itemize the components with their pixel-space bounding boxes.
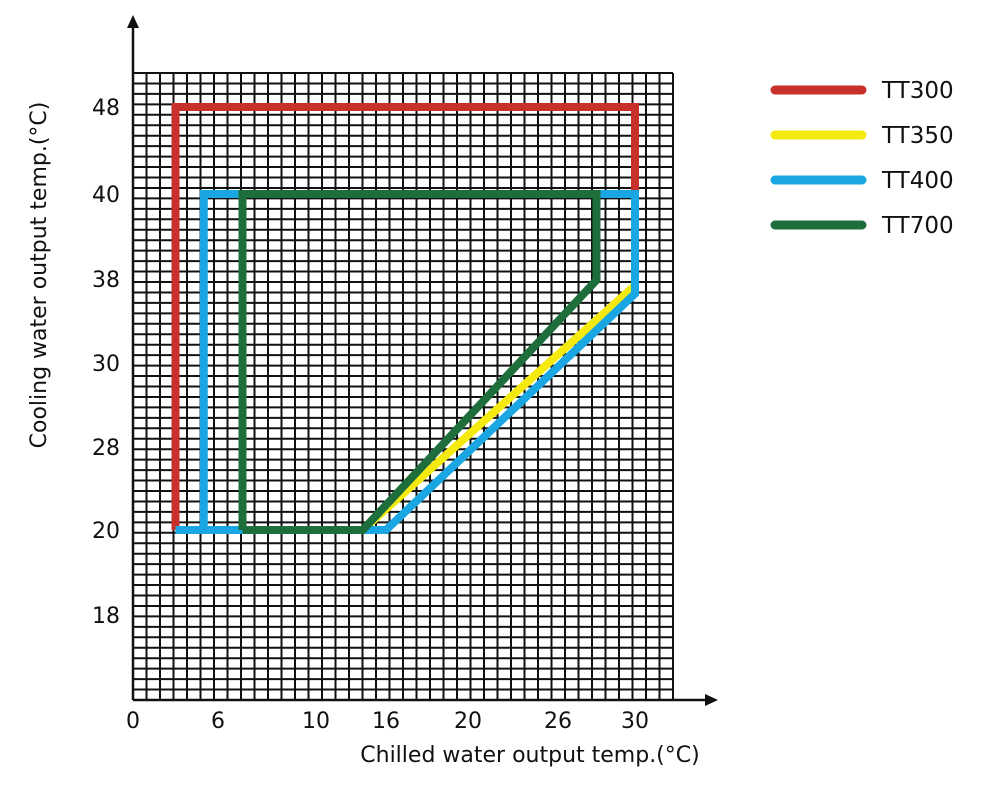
chart-axes <box>127 15 718 706</box>
y-axis-title: Cooling water output temp.(°C) <box>27 102 52 449</box>
y-tick-label: 38 <box>92 268 120 293</box>
chart-legend: TT300 TT350 TT400 TT700 <box>770 78 954 239</box>
y-tick-label: 30 <box>92 352 120 377</box>
x-tick-label: 0 <box>126 709 140 734</box>
legend-label-tt300: TT300 <box>881 78 954 104</box>
legend-label-tt400: TT400 <box>881 168 954 194</box>
chart-ticks: 0 6 10 16 20 26 30 18 20 28 30 38 40 48 <box>92 96 649 734</box>
y-tick-label: 20 <box>92 519 120 544</box>
x-tick-label: 6 <box>211 709 225 734</box>
series-line-tt350 <box>360 282 638 533</box>
chart-grid <box>132 72 674 701</box>
x-tick-label: 26 <box>544 709 572 734</box>
y-tick-label: 18 <box>92 604 120 629</box>
x-axis-arrow <box>705 694 718 706</box>
y-axis-arrow <box>127 15 139 28</box>
series-line-tt300 <box>171 103 639 530</box>
x-tick-label: 16 <box>372 709 400 734</box>
x-tick-label: 20 <box>454 709 482 734</box>
x-axis-title: Chilled water output temp.(°C) <box>360 743 699 768</box>
x-tick-label: 30 <box>621 709 649 734</box>
legend-label-tt350: TT350 <box>881 123 954 149</box>
y-tick-label: 48 <box>92 96 120 121</box>
legend-label-tt700: TT700 <box>881 213 954 239</box>
series-line-tt700 <box>238 190 601 534</box>
chart-series <box>171 103 639 534</box>
y-tick-label: 28 <box>92 436 120 461</box>
x-tick-label: 10 <box>302 709 330 734</box>
y-tick-label: 40 <box>92 183 120 208</box>
